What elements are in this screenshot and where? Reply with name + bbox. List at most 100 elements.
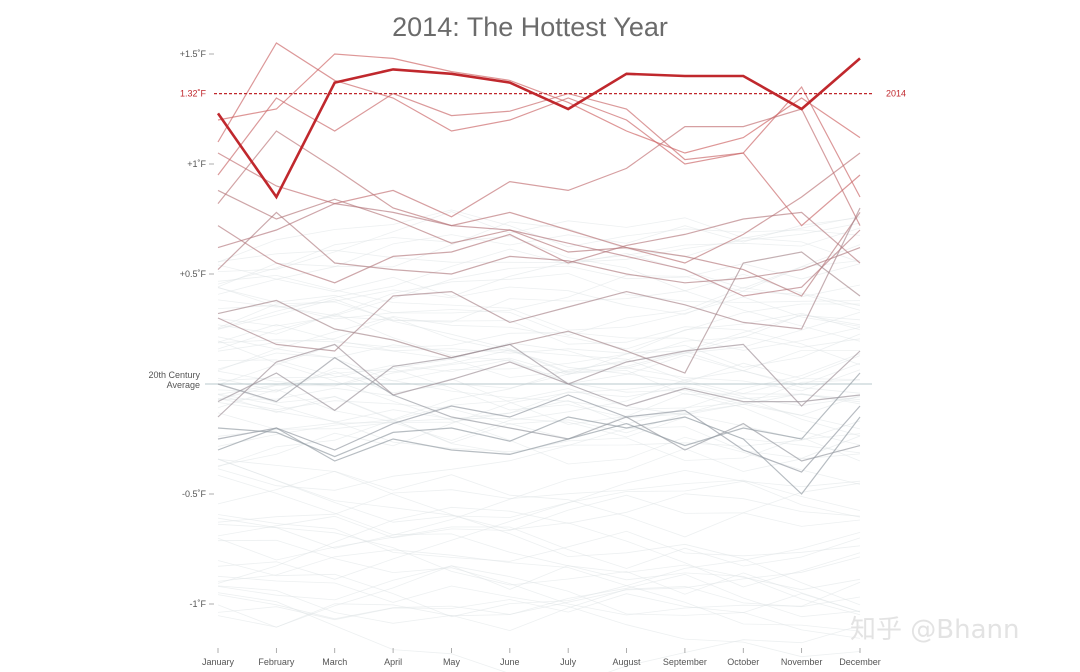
background-line (217, 482, 861, 539)
background-line (217, 368, 861, 440)
y-tick-label: -1˚F (190, 599, 207, 609)
background-line (217, 275, 861, 314)
background-line (217, 458, 861, 588)
x-tick-label: November (781, 657, 823, 667)
background-line (217, 362, 861, 467)
background-line (217, 470, 861, 538)
x-tick-label: September (663, 657, 707, 667)
series-line (217, 189, 861, 297)
x-tick-label: June (500, 657, 520, 667)
background-line (217, 244, 861, 330)
background-line (217, 526, 861, 569)
series-line (217, 92, 861, 227)
background-line (217, 573, 861, 628)
background-line (217, 359, 861, 405)
y-tick-label: +0.5˚F (180, 269, 207, 279)
series-line (217, 42, 861, 198)
x-tick-label: March (322, 657, 347, 667)
background-line (217, 336, 861, 420)
background-line (217, 349, 861, 394)
y-tick-label: 20th Century (148, 370, 200, 380)
x-tick-label: January (202, 657, 235, 667)
background-line (217, 314, 861, 400)
background-line (217, 217, 861, 295)
series-line (217, 211, 861, 284)
background-line (217, 314, 861, 354)
background-line (217, 327, 861, 351)
reference-line-label: 1.32˚F (180, 89, 207, 99)
series-line (217, 251, 861, 374)
background-line (217, 403, 861, 468)
chart-title: 2014: The Hottest Year (392, 12, 668, 42)
series-line (217, 202, 861, 297)
highlight-series-line (216, 57, 861, 200)
background-line (217, 340, 861, 485)
x-tick-label: August (613, 657, 642, 667)
background-line (217, 514, 861, 562)
background-line (217, 227, 861, 297)
watermark: 知乎 @Bhann (850, 615, 1019, 645)
y-tick-label: -0.5˚F (182, 489, 207, 499)
background-line (217, 549, 861, 632)
background-line (217, 565, 861, 616)
series-line (217, 53, 861, 154)
background-line (217, 469, 861, 580)
background-line (217, 386, 861, 437)
series-line (217, 211, 861, 284)
background-line (217, 216, 861, 288)
background-line (217, 290, 861, 342)
background-year-lines (217, 209, 861, 672)
background-line (217, 284, 861, 336)
series-line (217, 394, 861, 473)
highlight-series-label: 2014 (886, 89, 906, 99)
background-line (217, 402, 861, 453)
x-tick-label: October (727, 657, 759, 667)
series-line (217, 207, 861, 352)
background-line (217, 448, 861, 549)
background-line (217, 539, 861, 616)
series-line (217, 108, 861, 226)
y-tick-label: +1˚F (187, 159, 206, 169)
series-lines: 1.32˚F 2014 (180, 42, 906, 495)
background-line (217, 458, 861, 523)
background-line (217, 273, 861, 350)
background-line (217, 342, 861, 392)
background-line (217, 426, 861, 491)
background-line (217, 312, 861, 387)
background-line (217, 298, 861, 373)
background-line (217, 316, 861, 437)
background-line (217, 458, 861, 606)
x-tick-label: December (839, 657, 881, 667)
y-tick-label: Average (167, 380, 200, 390)
x-tick-label: April (384, 657, 402, 667)
y-tick-label: +1.5˚F (180, 49, 207, 59)
series-line (217, 416, 861, 495)
series-line (217, 343, 861, 418)
background-line (217, 585, 861, 632)
background-line (217, 517, 861, 613)
x-tick-label: July (560, 657, 577, 667)
background-line (217, 378, 861, 446)
background-line (217, 359, 861, 416)
x-axis: January February March April May June July Augu… (202, 648, 881, 667)
series-line (217, 343, 861, 412)
background-line (217, 575, 861, 658)
background-line (217, 565, 861, 639)
background-line (217, 593, 861, 621)
background-line (217, 493, 861, 584)
series-line (217, 130, 861, 264)
background-line (217, 370, 861, 441)
series-line (217, 372, 861, 462)
background-line (217, 353, 861, 425)
x-tick-label: May (443, 657, 461, 667)
background-line (217, 556, 861, 620)
background-line (217, 592, 861, 672)
background-line (217, 344, 861, 401)
background-line (217, 532, 861, 618)
x-tick-label: February (258, 657, 295, 667)
background-line (217, 474, 861, 591)
background-line (217, 388, 861, 454)
background-line (217, 301, 861, 366)
